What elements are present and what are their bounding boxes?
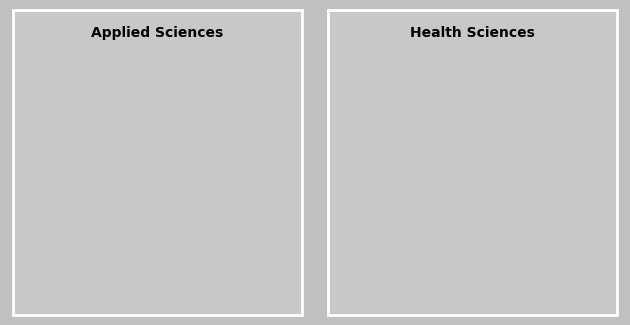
Text: 114: 114 <box>219 241 241 251</box>
Text: 13: 13 <box>377 271 391 281</box>
Bar <box>370 283 398 286</box>
Bar <box>464 99 493 286</box>
Text: 155: 155 <box>563 239 584 249</box>
Text: 254: 254 <box>421 217 442 227</box>
Bar <box>168 98 197 286</box>
Text: 198: 198 <box>515 229 537 239</box>
Text: Applied Sciences: Applied Sciences <box>91 25 224 40</box>
Bar <box>74 281 102 286</box>
Bar <box>263 187 292 286</box>
Bar <box>121 165 149 286</box>
Text: 836: 836 <box>468 86 490 97</box>
Text: 653: 653 <box>172 85 193 96</box>
Text: 421: 421 <box>125 152 146 162</box>
Bar <box>216 253 244 286</box>
Text: 343: 343 <box>266 175 288 185</box>
Text: Health Sciences: Health Sciences <box>410 25 535 40</box>
Bar <box>512 242 541 286</box>
Bar <box>417 229 445 286</box>
Bar <box>559 251 588 286</box>
Text: 17: 17 <box>81 269 95 279</box>
